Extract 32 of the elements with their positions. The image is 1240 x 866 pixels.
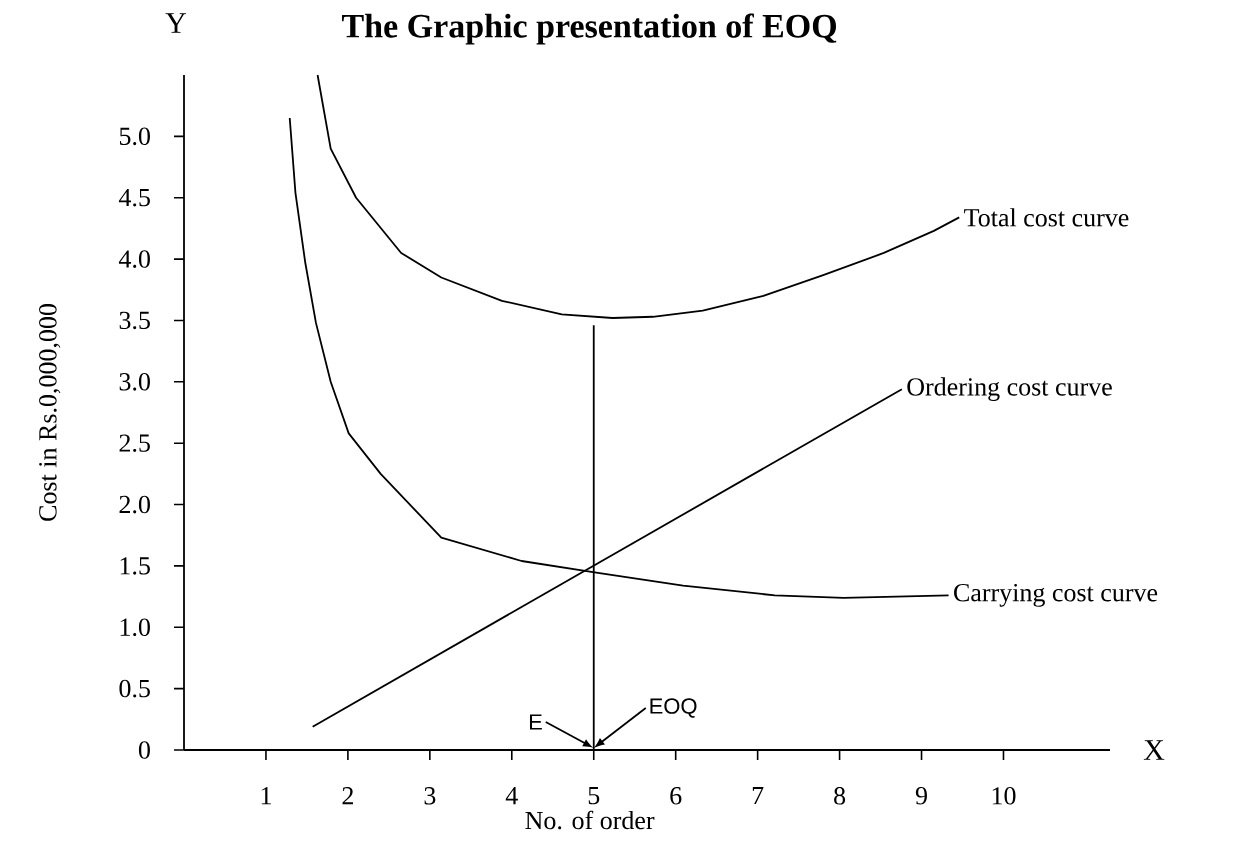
text: Y — [165, 13, 187, 33]
y-tick-label: 2.0 — [119, 495, 150, 514]
y-tick-label: 3.0 — [119, 372, 150, 391]
line-series — [316, 74, 961, 319]
x-tick-label: 7 — [752, 787, 764, 805]
y-tick-label: 2.5 — [119, 434, 150, 452]
annotation: EOQ — [650, 698, 697, 718]
x-axis-title: No. of order — [525, 810, 655, 830]
y-tick-label: 0 — [138, 741, 150, 759]
y-tick-label: 1.0 — [120, 618, 150, 637]
y-tick-label: 4.0 — [118, 250, 150, 268]
y-tick-label: 4.5 — [118, 188, 150, 207]
x-tick-label: 5 — [588, 787, 600, 805]
y-tick-label: 3.5 — [119, 311, 150, 330]
x-tick-label: 8 — [834, 787, 846, 805]
x-tick-label: 9 — [915, 787, 927, 805]
y-tick-label: 5.0 — [119, 127, 150, 146]
annotation: E — [529, 714, 542, 730]
series-label: Ordering cost curve — [907, 377, 1112, 402]
x-tick-label: 3 — [424, 787, 436, 805]
y-axis-title: Cost in Rs.0,000,000 — [39, 304, 61, 521]
y-tick-label: 0.5 — [119, 679, 150, 698]
y-tick-label: 1.5 — [120, 557, 150, 575]
series-label: Carrying cost curve — [954, 583, 1158, 607]
x-tick-label: 4 — [505, 787, 518, 805]
chart-title: The Graphic presentation of EOQ — [342, 13, 837, 45]
x-tick-label: 2 — [342, 787, 353, 805]
text: X — [1143, 740, 1165, 760]
x-tick-label: 10 — [992, 787, 1016, 805]
x-tick-label: 1 — [261, 787, 271, 805]
series-label: Total cost curve — [964, 208, 1129, 227]
x-tick-label: 6 — [670, 787, 682, 805]
